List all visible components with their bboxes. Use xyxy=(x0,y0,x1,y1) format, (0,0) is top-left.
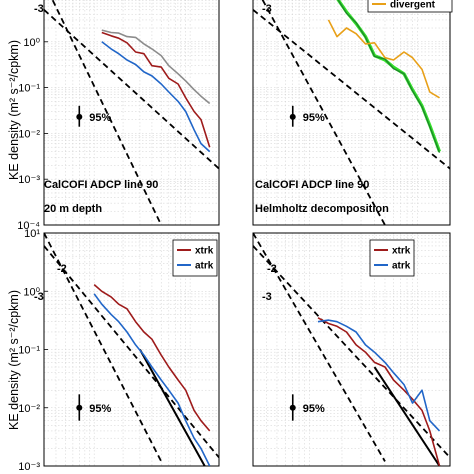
slope-dashed-line xyxy=(253,245,450,459)
axes-box xyxy=(252,0,451,226)
series-atrk xyxy=(93,293,211,466)
slope-solid-line xyxy=(373,366,441,466)
legend-label-divergent: divergent xyxy=(390,0,436,11)
axes-box xyxy=(252,232,451,467)
y-tick-label: 10⁻² xyxy=(18,403,40,415)
annotation-1: -3 xyxy=(34,291,44,303)
panel-top-left: 10⁻⁴ 10⁻³ 10⁻² 10⁻¹ 10⁰ 10¹ 95% CalCOFI ADCP li… xyxy=(17,0,220,232)
legend-label-atrk: atrk xyxy=(195,261,214,272)
series-rotational xyxy=(337,0,441,153)
y-tick-label: 10⁻¹ xyxy=(18,345,40,357)
confidence-dot xyxy=(76,113,83,120)
y-tick-label: 10⁻⁴ xyxy=(17,220,40,232)
slope-dashed-line xyxy=(44,245,219,459)
y-tick-label: 10¹ xyxy=(24,228,40,240)
annotation-2: -3 xyxy=(34,3,44,15)
confidence-dot xyxy=(289,404,296,411)
slope-solid-line xyxy=(139,349,206,466)
plot-area xyxy=(253,233,450,466)
legend: xtrk atrk xyxy=(369,239,415,277)
legend-label-atrk: atrk xyxy=(392,261,411,272)
slope-dashed-line xyxy=(261,0,386,225)
series-gray xyxy=(101,29,211,105)
series-xtrk xyxy=(317,317,441,466)
legend: xtrk atrk xyxy=(172,239,218,277)
y-tick-label: 10⁻¹ xyxy=(18,83,40,95)
confidence-label: 95% xyxy=(89,403,111,415)
annotation-1: -3 xyxy=(262,291,272,303)
plot-area xyxy=(44,233,219,466)
panel-top-right: 95% CalCOFI ADCP line 90 Helmholtz decompo… xyxy=(252,0,453,226)
annotation-0: -2 xyxy=(267,263,277,275)
plot-area xyxy=(44,0,219,225)
slope-dashed-line xyxy=(253,9,450,170)
series-divergent xyxy=(327,19,440,99)
y-tick-label: 10¹ xyxy=(24,0,40,3)
series-atrk xyxy=(317,319,441,432)
slope-dashed-line xyxy=(51,0,163,225)
legend-label-xtrk: xtrk xyxy=(195,246,214,257)
annotation-2: -3 xyxy=(262,3,272,15)
y-axis-label-top: KE density (m² s⁻²/cpkm) xyxy=(7,40,21,180)
panel-bottom-left: 10⁻³ 10⁻² 10⁻¹ 10⁰ 10¹ 95% -2 -3 xtrk atrk xyxy=(18,228,220,473)
slope-dashed-line xyxy=(253,233,386,462)
annotation-0: CalCOFI ADCP line 90 xyxy=(255,179,369,191)
grid xyxy=(44,0,219,225)
y-tick-label: 10⁻² xyxy=(18,128,40,140)
grid xyxy=(44,233,219,466)
annotation-0: CalCOFI ADCP line 90 xyxy=(44,179,158,191)
confidence-label: 95% xyxy=(303,403,325,415)
confidence-label: 95% xyxy=(303,112,325,124)
annotation-1: Helmholtz decomposition xyxy=(255,203,389,215)
y-axis-label-bottom: KE density (m² s⁻²/cpkm) xyxy=(7,290,21,430)
series-xtrk xyxy=(101,31,211,148)
panel-bottom-right: 95% -2 -3 xtrk atrk xyxy=(252,232,451,467)
legend-box xyxy=(369,239,415,277)
y-tick-label: 10⁰ xyxy=(23,37,40,49)
slope-dashed-line xyxy=(44,233,163,462)
legend-label-xtrk: xtrk xyxy=(392,246,411,257)
series-xtrk xyxy=(93,283,211,432)
annotation-1: 20 m depth xyxy=(44,203,102,215)
axes-box xyxy=(43,0,220,226)
legend: divergent xyxy=(367,0,453,13)
confidence-dot xyxy=(76,404,83,411)
y-tick-label: 10⁻³ xyxy=(18,461,40,473)
legend-box xyxy=(172,239,218,277)
y-tick-label: 10⁰ xyxy=(23,286,40,298)
plot-area xyxy=(253,0,450,225)
confidence-dot xyxy=(289,113,296,120)
grid xyxy=(253,0,450,225)
legend-box xyxy=(367,0,453,13)
confidence-label: 95% xyxy=(89,112,111,124)
annotation-0: -2 xyxy=(57,263,67,275)
grid xyxy=(253,233,450,466)
series-atrk xyxy=(101,41,211,153)
y-tick-label: 10⁻³ xyxy=(18,174,40,186)
